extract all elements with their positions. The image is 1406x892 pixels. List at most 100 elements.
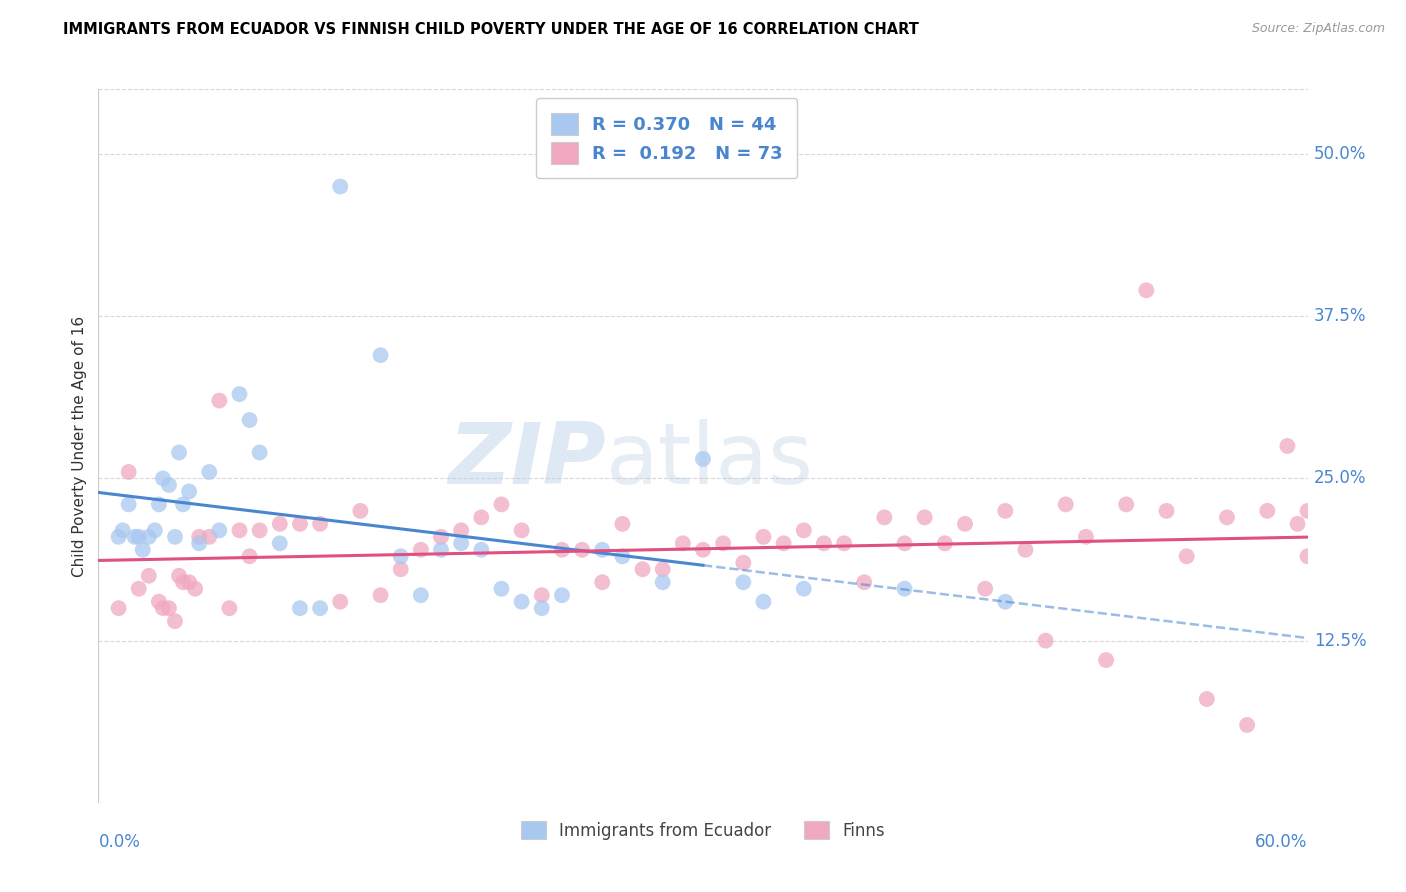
Point bbox=[752, 530, 775, 544]
Point bbox=[651, 575, 673, 590]
Point bbox=[179, 484, 201, 499]
Point bbox=[239, 549, 262, 564]
Point bbox=[793, 524, 815, 538]
Point bbox=[1256, 504, 1278, 518]
Point bbox=[491, 582, 513, 596]
Point bbox=[711, 536, 734, 550]
Point bbox=[914, 510, 936, 524]
Point bbox=[430, 542, 453, 557]
Point bbox=[510, 595, 533, 609]
Point bbox=[672, 536, 695, 550]
Point bbox=[138, 568, 160, 582]
Point bbox=[124, 530, 146, 544]
Point bbox=[184, 582, 207, 596]
Point bbox=[172, 497, 194, 511]
Point bbox=[370, 588, 392, 602]
Point bbox=[228, 524, 250, 538]
Point bbox=[128, 530, 150, 544]
Point bbox=[179, 575, 201, 590]
Point bbox=[1195, 692, 1218, 706]
Point bbox=[148, 497, 170, 511]
Point bbox=[409, 542, 432, 557]
Point bbox=[873, 510, 896, 524]
Point bbox=[152, 601, 174, 615]
Point bbox=[118, 465, 141, 479]
Point bbox=[1175, 549, 1198, 564]
Point bbox=[692, 452, 714, 467]
Point bbox=[167, 445, 190, 459]
Point bbox=[832, 536, 855, 550]
Point bbox=[132, 542, 155, 557]
Text: 37.5%: 37.5% bbox=[1313, 307, 1367, 326]
Point bbox=[651, 562, 673, 576]
Point bbox=[733, 575, 755, 590]
Text: 0.0%: 0.0% bbox=[98, 833, 141, 851]
Point bbox=[1216, 510, 1239, 524]
Point bbox=[157, 478, 180, 492]
Point bbox=[143, 524, 166, 538]
Point bbox=[269, 536, 291, 550]
Y-axis label: Child Poverty Under the Age of 16: Child Poverty Under the Age of 16 bbox=[72, 316, 87, 576]
Point bbox=[1135, 283, 1157, 297]
Point bbox=[349, 504, 371, 518]
Point bbox=[198, 465, 221, 479]
Point bbox=[370, 348, 392, 362]
Point bbox=[591, 542, 613, 557]
Point bbox=[167, 568, 190, 582]
Point bbox=[111, 524, 134, 538]
Point bbox=[1296, 549, 1319, 564]
Text: atlas: atlas bbox=[606, 418, 814, 502]
Point bbox=[1286, 516, 1309, 531]
Point bbox=[853, 575, 876, 590]
Point bbox=[551, 588, 574, 602]
Text: ZIP: ZIP bbox=[449, 418, 606, 502]
Point bbox=[138, 530, 160, 544]
Point bbox=[249, 445, 271, 459]
Point bbox=[571, 542, 593, 557]
Point bbox=[1236, 718, 1258, 732]
Point bbox=[510, 524, 533, 538]
Point bbox=[309, 516, 332, 531]
Point bbox=[793, 582, 815, 596]
Text: 12.5%: 12.5% bbox=[1313, 632, 1367, 649]
Text: Source: ZipAtlas.com: Source: ZipAtlas.com bbox=[1251, 22, 1385, 36]
Point bbox=[752, 595, 775, 609]
Point bbox=[152, 471, 174, 485]
Point bbox=[450, 536, 472, 550]
Point bbox=[450, 524, 472, 538]
Point bbox=[1054, 497, 1077, 511]
Point bbox=[329, 595, 352, 609]
Point bbox=[1115, 497, 1137, 511]
Point bbox=[239, 413, 262, 427]
Point bbox=[1095, 653, 1118, 667]
Point bbox=[288, 601, 311, 615]
Point bbox=[172, 575, 194, 590]
Point bbox=[118, 497, 141, 511]
Point bbox=[107, 530, 129, 544]
Text: 25.0%: 25.0% bbox=[1313, 469, 1367, 487]
Point bbox=[530, 588, 553, 602]
Point bbox=[188, 536, 211, 550]
Point bbox=[107, 601, 129, 615]
Point bbox=[1074, 530, 1097, 544]
Point bbox=[1156, 504, 1178, 518]
Point bbox=[389, 562, 412, 576]
Point bbox=[409, 588, 432, 602]
Point bbox=[733, 556, 755, 570]
Point bbox=[218, 601, 240, 615]
Point bbox=[249, 524, 271, 538]
Point bbox=[1296, 504, 1319, 518]
Point bbox=[974, 582, 997, 596]
Point bbox=[163, 530, 186, 544]
Point bbox=[198, 530, 221, 544]
Point bbox=[813, 536, 835, 550]
Point bbox=[612, 516, 634, 531]
Point bbox=[163, 614, 186, 628]
Legend: Immigrants from Ecuador, Finns: Immigrants from Ecuador, Finns bbox=[512, 814, 894, 848]
Point bbox=[1014, 542, 1036, 557]
Point bbox=[430, 530, 453, 544]
Point bbox=[893, 582, 915, 596]
Point bbox=[692, 542, 714, 557]
Point bbox=[208, 393, 231, 408]
Text: IMMIGRANTS FROM ECUADOR VS FINNISH CHILD POVERTY UNDER THE AGE OF 16 CORRELATION: IMMIGRANTS FROM ECUADOR VS FINNISH CHILD… bbox=[63, 22, 920, 37]
